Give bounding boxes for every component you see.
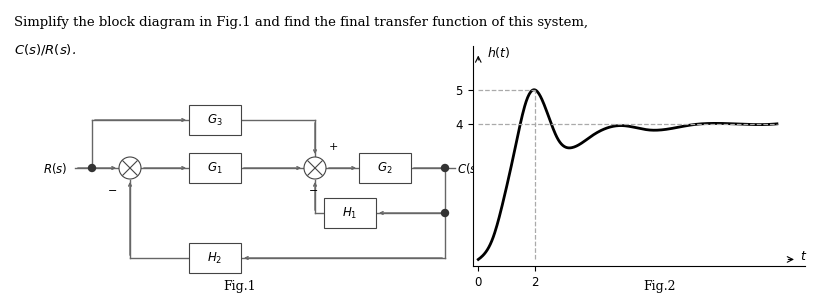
Bar — [324, 198, 376, 228]
Text: $+$: $+$ — [328, 141, 338, 152]
Text: Fig.1: Fig.1 — [224, 280, 256, 293]
Circle shape — [88, 165, 96, 171]
Bar — [359, 153, 411, 183]
Circle shape — [442, 165, 448, 171]
Circle shape — [304, 157, 326, 179]
Text: $G_2$: $G_2$ — [377, 160, 393, 176]
Circle shape — [119, 157, 141, 179]
Bar — [189, 105, 241, 135]
Text: $C(s)$: $C(s)$ — [457, 161, 482, 176]
Text: Simplify the block diagram in Fig.1 and find the final transfer function of this: Simplify the block diagram in Fig.1 and … — [14, 16, 588, 29]
Text: $G_3$: $G_3$ — [207, 112, 223, 128]
Bar — [189, 153, 241, 183]
Text: $H_2$: $H_2$ — [207, 250, 223, 266]
Text: $t$: $t$ — [800, 250, 807, 263]
Text: $G_1$: $G_1$ — [207, 160, 223, 176]
Text: Fig.2: Fig.2 — [644, 280, 676, 293]
Text: $R(s)$: $R(s)$ — [42, 161, 67, 176]
Text: $-$: $-$ — [106, 184, 117, 194]
Text: $-$: $-$ — [308, 184, 318, 194]
Text: $h(t)$: $h(t)$ — [487, 45, 510, 60]
Bar — [189, 243, 241, 273]
Text: $H_1$: $H_1$ — [342, 205, 358, 221]
Text: $C(s)/R(s)$.: $C(s)/R(s)$. — [14, 42, 77, 57]
Circle shape — [442, 210, 448, 217]
